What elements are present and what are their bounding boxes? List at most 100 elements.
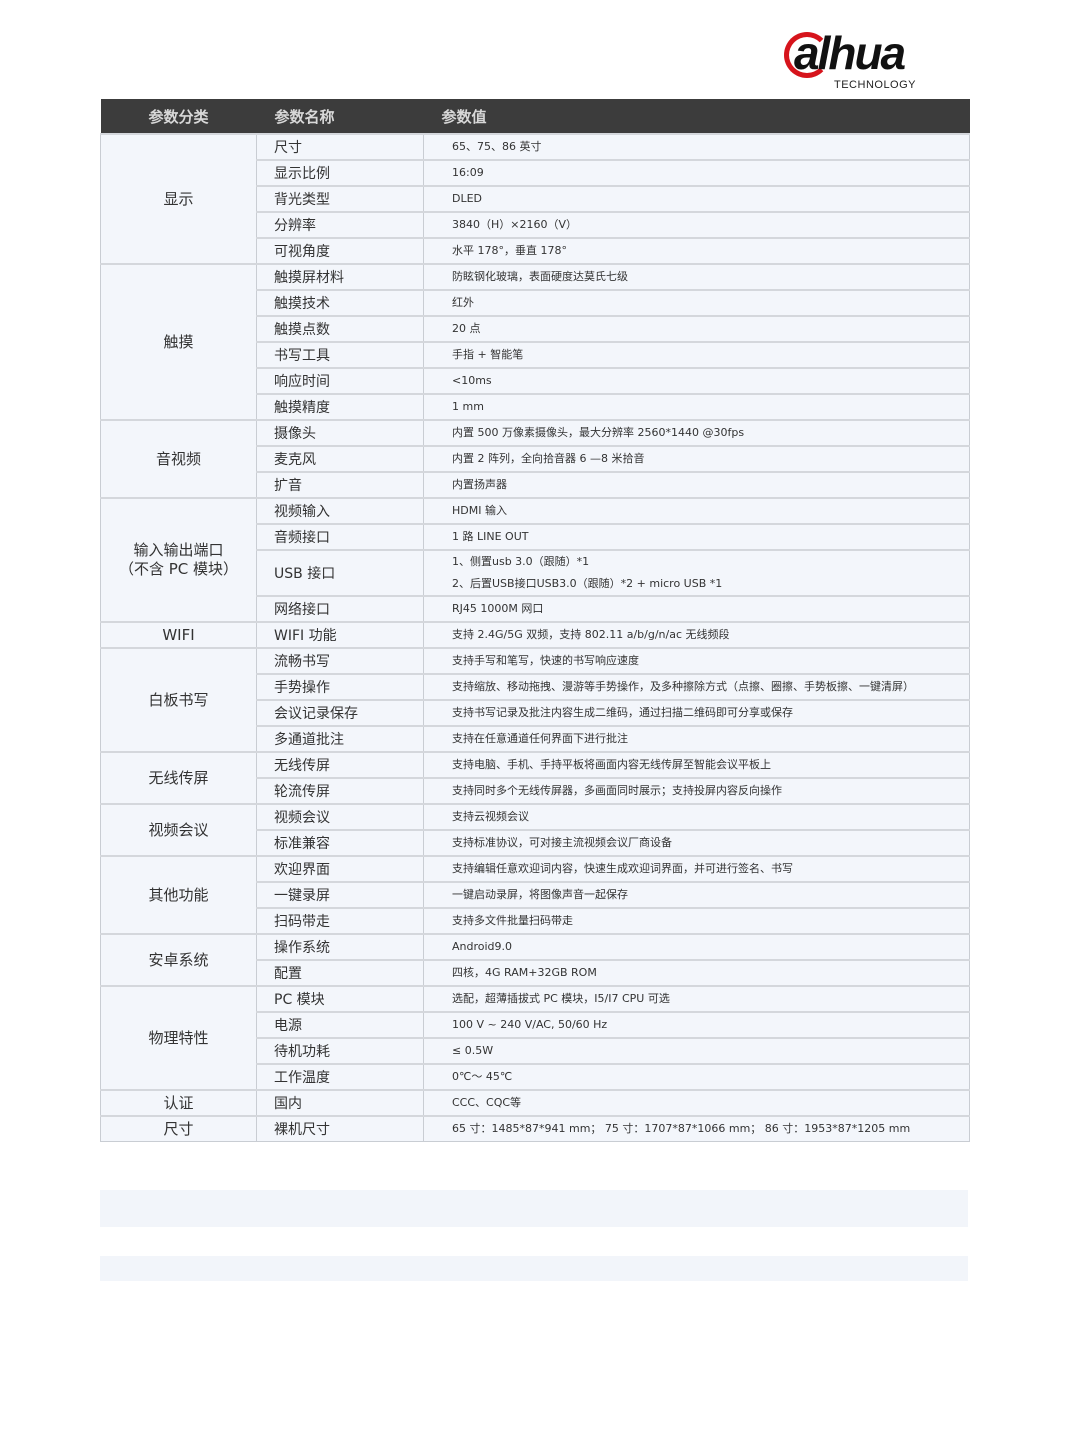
param-value: Android9.0 <box>423 933 970 961</box>
table-row: 音频接口 1 路 LINE OUT <box>101 523 970 551</box>
param-value: 16:09 <box>423 159 970 187</box>
logo-ring <box>784 32 830 78</box>
table-row: 触摸精度 1 mm <box>101 393 970 421</box>
param-value: HDMI 输入 <box>423 497 970 525</box>
param-value-line: ≤ 0.5W <box>452 1044 494 1057</box>
param-value: 65 寸：1485*87*941 mm； 75 寸：1707*87*1066 m… <box>423 1115 970 1142</box>
table-row: 网络接口 RJ45 1000M 网口 <box>101 595 970 623</box>
table-row: 音视频 摄像头 内置 500 万像素摄像头，最大分辨率 2560*1440 @30f… <box>100 419 970 499</box>
param-value-line: 一键启动录屏，将图像声音一起保存 <box>452 888 628 901</box>
param-value: 0℃～ 45℃ <box>423 1063 970 1091</box>
param-name: 可视角度 <box>256 237 424 265</box>
param-name: 会议记录保存 <box>256 699 424 727</box>
table-row: 白板书写 流畅书写 支持手写和笔写，快速的书写响应速度 <box>100 647 970 753</box>
param-name: 流畅书写 <box>256 647 424 675</box>
param-name: PC 模块 <box>256 985 424 1013</box>
param-name: 扫码带走 <box>256 907 424 935</box>
category-label: 输入输出端口 <box>133 541 224 559</box>
category-label: WIFI <box>162 625 195 644</box>
param-value-line: 支持云视频会议 <box>452 810 529 823</box>
param-value-line: 1 路 LINE OUT <box>452 530 529 543</box>
param-name: 国内 <box>256 1089 424 1117</box>
param-value: 内置 2 阵列，全向拾音器 6 —8 米拾音 <box>423 445 970 473</box>
category-cell: 触摸 <box>100 263 257 421</box>
category-label: 其他功能 <box>148 885 209 904</box>
param-value: RJ45 1000M 网口 <box>423 595 970 623</box>
param-value-line: 水平 178°，垂直 178° <box>452 244 567 257</box>
param-value-line: 16:09 <box>452 166 484 179</box>
category-cell: 认证 <box>100 1089 257 1117</box>
param-value: 支持书写记录及批注内容生成二维码，通过扫描二维码即可分享或保存 <box>423 699 970 727</box>
dahua-logo: alhua TECHNOLOGY <box>784 30 968 94</box>
table-row: 触摸 触摸屏材料 防眩钢化玻璃，表面硬度达莫氏七级 <box>100 263 970 421</box>
param-value: <10ms <box>423 367 970 395</box>
param-value: 支持云视频会议 <box>423 803 970 831</box>
category-cell: 输入输出端口 （不含 PC 模块） <box>100 497 257 623</box>
param-name: 视频会议 <box>256 803 424 831</box>
logo-subtitle: TECHNOLOGY <box>834 79 917 91</box>
param-value: 3840（H）×2160（V） <box>423 211 970 239</box>
param-name: 待机功耗 <box>256 1037 424 1065</box>
param-value: 支持手写和笔写，快速的书写响应速度 <box>423 647 970 675</box>
table-row: 触摸技术 红外 <box>101 289 970 317</box>
param-name: 标准兼容 <box>256 829 424 857</box>
table-row: 视频会议 视频会议 支持云视频会议 <box>100 803 970 857</box>
param-value: 支持多文件批量扫码带走 <box>423 907 970 935</box>
param-value-line: 防眩钢化玻璃，表面硬度达莫氏七级 <box>452 270 628 283</box>
param-value: 手指 + 智能笔 <box>423 341 970 369</box>
category-label: 认证 <box>163 1093 194 1112</box>
param-value-line: 2、后置USB接口USB3.0（跟随）*2 + micro USB *1 <box>452 577 723 590</box>
param-name: 裸机尺寸 <box>256 1115 424 1142</box>
param-name: WIFI 功能 <box>256 621 424 649</box>
param-value-line: 1、侧置usb 3.0（跟随）*1 <box>452 555 590 568</box>
param-name: 电源 <box>256 1011 424 1039</box>
param-name: 触摸屏材料 <box>256 263 424 291</box>
param-value-line: 红外 <box>452 296 474 309</box>
param-value-line: 支持编辑任意欢迎词内容，快速生成欢迎词界面，并可进行签名、书写 <box>452 862 793 875</box>
param-value-line: HDMI 输入 <box>452 504 507 517</box>
table-row: 无线传屏 无线传屏 支持电脑、手机、手持平板将画面内容无线传屏至智能会议平板上 <box>100 751 970 805</box>
table-row: 可视角度 水平 178°，垂直 178° <box>101 237 970 265</box>
param-value-line: 20 点 <box>452 322 481 335</box>
param-name: 工作温度 <box>256 1063 424 1091</box>
category-cell: 尺寸 <box>100 1115 257 1142</box>
param-value-line: 支持书写记录及批注内容生成二维码，通过扫描二维码即可分享或保存 <box>452 706 793 719</box>
header-name: 参数名称 <box>256 99 424 134</box>
param-value-line: 内置 2 阵列，全向拾音器 6 —8 米拾音 <box>452 452 645 465</box>
param-value: DLED <box>423 185 970 213</box>
empty-row <box>100 1190 968 1227</box>
category-label: 音视频 <box>155 449 201 468</box>
param-value-line: 65 寸：1485*87*941 mm； 75 寸：1707*87*1066 m… <box>452 1122 911 1135</box>
param-value: ≤ 0.5W <box>423 1037 970 1065</box>
table-row: 分辨率 3840（H）×2160（V） <box>101 211 970 239</box>
table-row: 物理特性 PC 模块 选配，超薄插拔式 PC 模块，I5/I7 CPU 可选 <box>100 985 970 1091</box>
param-value: 1 路 LINE OUT <box>423 523 970 551</box>
param-value: 65、75、86 英寸 <box>423 133 970 161</box>
param-name: 响应时间 <box>256 367 424 395</box>
param-value: 支持同时多个无线传屏器，多画面同时展示；支持投屏内容反向操作 <box>423 777 970 805</box>
param-name: 尺寸 <box>256 133 424 161</box>
header-value: 参数值 <box>423 99 970 134</box>
param-value-line: 选配，超薄插拔式 PC 模块，I5/I7 CPU 可选 <box>452 992 670 1005</box>
table-row: 显示 尺寸 65、75、86 英寸 <box>100 133 970 265</box>
category-label: 物理特性 <box>148 1028 209 1047</box>
category-label: 无线传屏 <box>148 768 209 787</box>
param-value: 支持缩放、移动拖拽、漫游等手势操作，及多种擦除方式（点擦、圈擦、手势板擦、一键清… <box>423 673 970 701</box>
param-name: 操作系统 <box>256 933 424 961</box>
param-value-line: 支持电脑、手机、手持平板将画面内容无线传屏至智能会议平板上 <box>452 758 771 771</box>
empty-row <box>100 1256 968 1281</box>
param-value-line: 支持在任意通道任何界面下进行批注 <box>452 732 628 745</box>
param-value-line: 支持缩放、移动拖拽、漫游等手势操作，及多种擦除方式（点擦、圈擦、手势板擦、一键清… <box>452 680 914 693</box>
category-cell: 无线传屏 <box>100 751 257 805</box>
param-value: 支持编辑任意欢迎词内容，快速生成欢迎词界面，并可进行签名、书写 <box>423 855 970 883</box>
param-name: 麦克风 <box>256 445 424 473</box>
category-label: 触摸 <box>163 332 194 351</box>
param-name: 视频输入 <box>256 497 424 525</box>
param-value-line: Android9.0 <box>452 940 513 953</box>
table-row: 安卓系统 操作系统 Android9.0 <box>100 933 970 987</box>
table-row: 输入输出端口 （不含 PC 模块） 视频输入 HDMI 输入 <box>100 497 970 623</box>
param-value: 支持 2.4G/5G 双频，支持 802.11 a/b/g/n/ac 无线频段 <box>423 621 970 649</box>
table-row: 响应时间 <10ms <box>101 367 970 395</box>
param-name: 手势操作 <box>256 673 424 701</box>
param-name: 一键录屏 <box>256 881 424 909</box>
